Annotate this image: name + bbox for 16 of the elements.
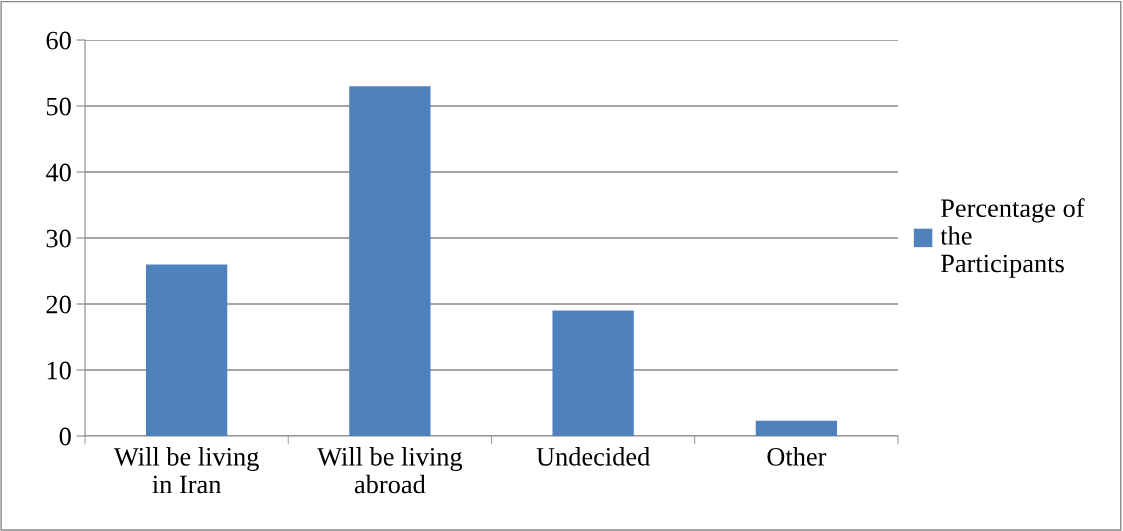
y-tick-label: 20 — [46, 295, 71, 314]
y-tick-label: 60 — [46, 31, 71, 50]
x-tick-label: Will be living abroad — [317, 447, 463, 494]
bar — [145, 264, 228, 436]
legend-label: Percentage of the Participants — [940, 198, 1085, 278]
y-tick-label: 50 — [46, 97, 71, 116]
y-tick-label: 10 — [47, 361, 71, 380]
x-tick-label: Will be living in Iran — [113, 447, 259, 494]
y-tick-label: 0 — [59, 427, 71, 446]
x-tick-label: Other — [767, 447, 827, 466]
bar — [755, 420, 838, 436]
y-tick-label: 40 — [45, 163, 71, 182]
bar — [349, 86, 431, 436]
bar — [552, 310, 634, 436]
x-tick-label: Undecided — [536, 447, 650, 466]
y-tick-label: 30 — [46, 229, 71, 248]
